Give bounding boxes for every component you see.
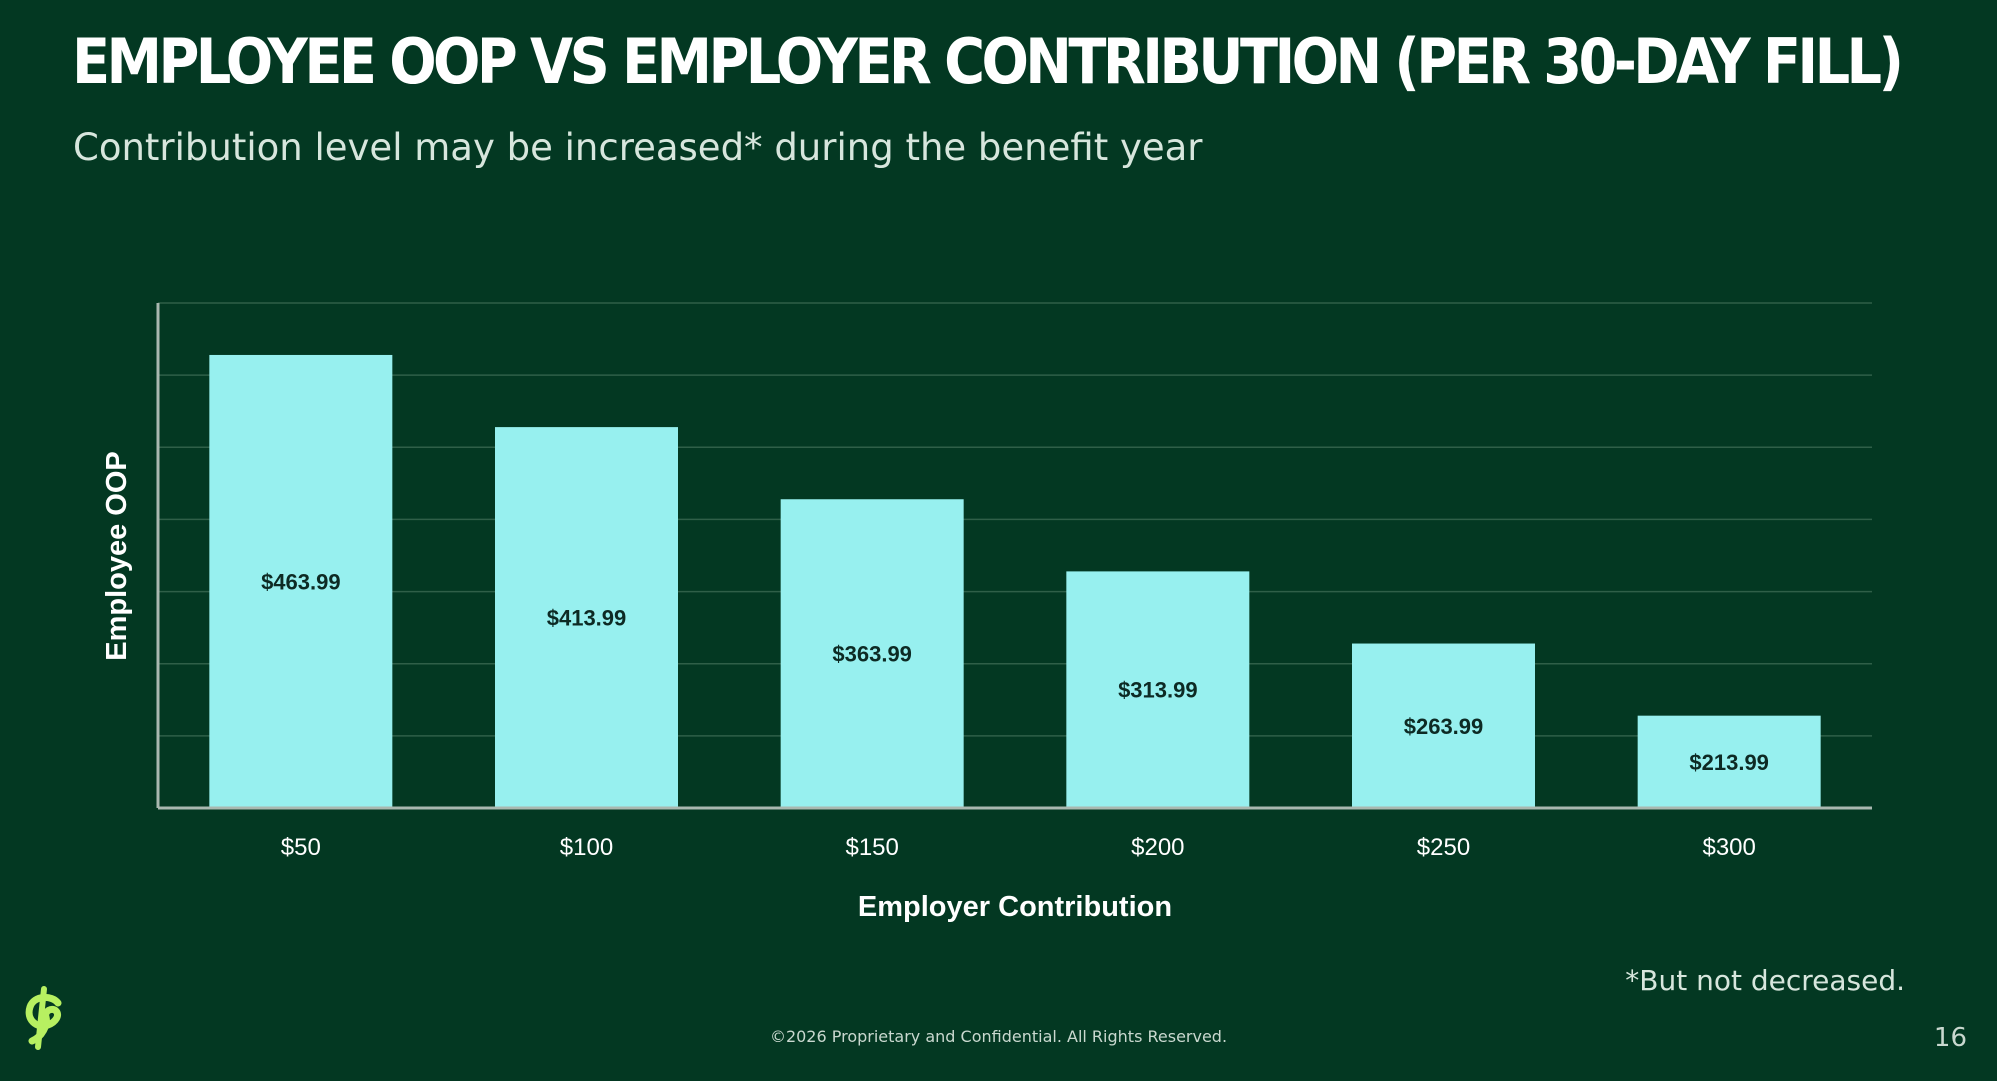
y-axis-title: Employee OOP (101, 451, 133, 661)
footer-copyright: ©2026 Proprietary and Confidential. All … (769, 1027, 1228, 1046)
axes (156, 303, 1872, 810)
x-tick-label: $300 (1702, 834, 1755, 861)
x-tick-label: $200 (1131, 834, 1184, 861)
slide-subtitle: Contribution level may be increased* dur… (73, 126, 1203, 169)
x-tick-label: $50 (281, 834, 321, 861)
slide-title: EMPLOYEE OOP VS EMPLOYER CONTRIBUTION (P… (72, 25, 1904, 98)
bar (495, 427, 678, 808)
page-number: 16 (1933, 1023, 1967, 1053)
x-axis-title: Employer Contribution (858, 891, 1172, 923)
cent-sign-logo-icon (25, 986, 62, 1050)
bar-value-label: $363.99 (832, 642, 912, 667)
bar-value-label: $263.99 (1404, 714, 1484, 739)
footnote: *But not decreased. (1625, 964, 1905, 997)
bar (1637, 715, 1821, 808)
bar-value-label: $213.99 (1689, 750, 1769, 775)
bar (1066, 571, 1250, 808)
x-tick-label: $150 (845, 834, 898, 861)
gridlines (158, 302, 1872, 737)
bar-value-label: $463.99 (261, 569, 341, 594)
x-tick-label: $100 (560, 834, 613, 861)
chart-labels: $463.99 $50 $413.99 $100 $363.99 $150 $313.99 $… (261, 569, 1769, 861)
bar (780, 499, 964, 808)
bar (1352, 643, 1535, 808)
x-tick-label: $250 (1417, 834, 1470, 861)
bar (209, 354, 393, 808)
bar-value-label: $313.99 (1118, 678, 1198, 703)
bar-value-label: $413.99 (547, 606, 627, 631)
bar-chart: $463.99 $50 $413.99 $100 $363.99 $150 $313.99 $… (101, 302, 1872, 923)
bars (209, 354, 1821, 808)
